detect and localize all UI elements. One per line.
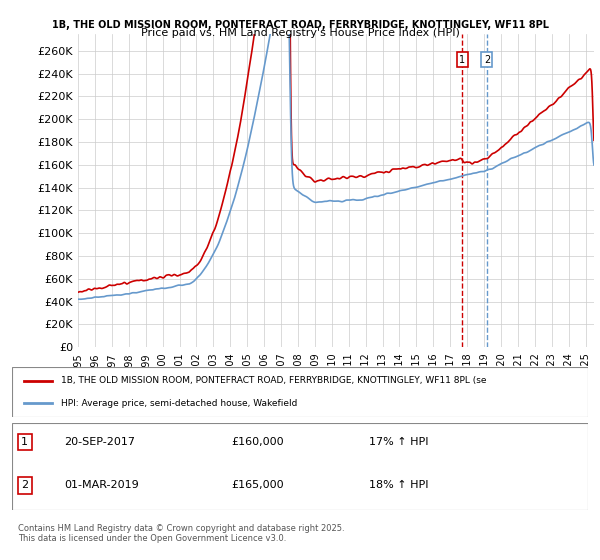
Text: Contains HM Land Registry data © Crown copyright and database right 2025.
This d: Contains HM Land Registry data © Crown c… <box>18 524 344 543</box>
Text: £160,000: £160,000 <box>231 437 284 447</box>
Text: 1B, THE OLD MISSION ROOM, PONTEFRACT ROAD, FERRYBRIDGE, KNOTTINGLEY, WF11 8PL: 1B, THE OLD MISSION ROOM, PONTEFRACT ROA… <box>52 20 548 30</box>
Text: 1: 1 <box>21 437 28 447</box>
Text: 17% ↑ HPI: 17% ↑ HPI <box>369 437 428 447</box>
Text: 20-SEP-2017: 20-SEP-2017 <box>64 437 135 447</box>
Text: 1B, THE OLD MISSION ROOM, PONTEFRACT ROAD, FERRYBRIDGE, KNOTTINGLEY, WF11 8PL (s: 1B, THE OLD MISSION ROOM, PONTEFRACT ROA… <box>61 376 487 385</box>
Text: £165,000: £165,000 <box>231 480 284 491</box>
Text: HPI: Average price, semi-detached house, Wakefield: HPI: Average price, semi-detached house,… <box>61 399 298 408</box>
FancyBboxPatch shape <box>12 367 588 417</box>
Text: 01-MAR-2019: 01-MAR-2019 <box>64 480 139 491</box>
Text: 18% ↑ HPI: 18% ↑ HPI <box>369 480 428 491</box>
Text: 2: 2 <box>21 480 28 491</box>
Text: 2: 2 <box>484 55 490 65</box>
FancyBboxPatch shape <box>12 423 588 510</box>
Text: 1: 1 <box>460 55 466 65</box>
Text: Price paid vs. HM Land Registry's House Price Index (HPI): Price paid vs. HM Land Registry's House … <box>140 28 460 38</box>
